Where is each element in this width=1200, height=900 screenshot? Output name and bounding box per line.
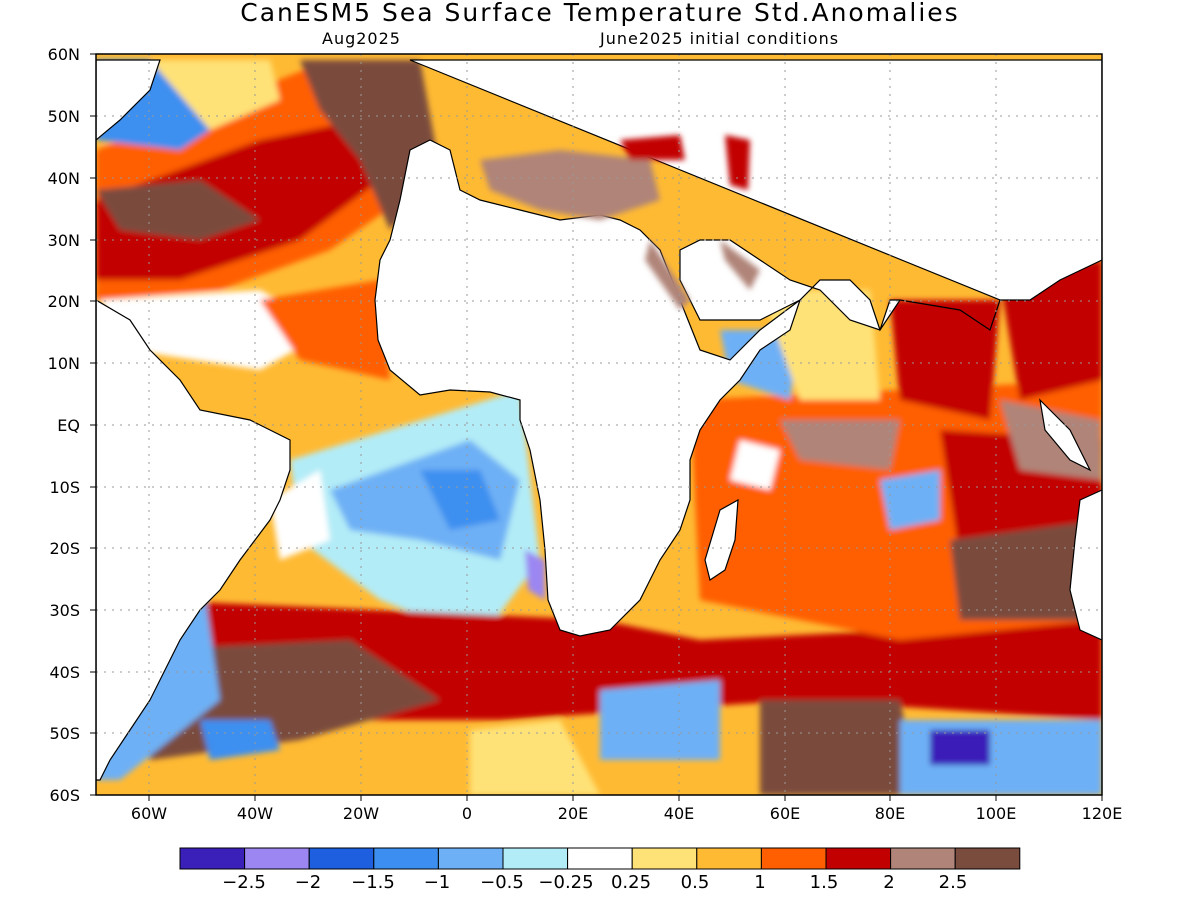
colorbar-swatch xyxy=(308,847,375,870)
lon-label: 0 xyxy=(461,804,473,823)
colorbar-swatch xyxy=(825,847,892,870)
lat-label: 40N xyxy=(47,169,80,188)
colorbar-label: 0.5 xyxy=(680,872,710,893)
lon-label: 40E xyxy=(663,804,695,823)
lon-label: 60W xyxy=(130,804,168,823)
mediterranean xyxy=(480,150,660,220)
black-sea xyxy=(620,135,685,160)
na-extreme-1 xyxy=(96,180,260,240)
io-strong xyxy=(780,420,900,470)
colorbar-swatch xyxy=(502,847,569,870)
colorbar-label: −0.5 xyxy=(480,872,524,893)
colorbar-swatch xyxy=(373,847,439,870)
colorbar-label: 2 xyxy=(883,872,895,893)
colorbar-swatch xyxy=(954,847,1021,870)
colorbar-label: −1 xyxy=(423,872,451,893)
africa-eurasia xyxy=(374,59,1102,637)
lat-label: 20S xyxy=(49,539,80,558)
lon-label: 80E xyxy=(874,804,906,823)
sw-cool xyxy=(200,720,280,760)
trop-warm xyxy=(260,280,390,380)
colorbar-swatch xyxy=(760,847,827,870)
na-hot xyxy=(96,120,380,280)
colorbar-swatch xyxy=(631,847,698,870)
axis-ticks xyxy=(90,53,1103,801)
lat-label: 40S xyxy=(49,663,80,682)
lon-label: 40W xyxy=(236,804,274,823)
lat-label: 10S xyxy=(49,478,80,497)
madagascar xyxy=(704,498,739,581)
colorbar-label: 2.5 xyxy=(938,872,968,893)
se-cold-core xyxy=(930,730,990,765)
lat-label: EQ xyxy=(57,416,80,435)
colorbar-label: 1 xyxy=(754,872,766,893)
somali-cool xyxy=(720,330,800,400)
labrador-mild xyxy=(150,60,280,130)
initial-conditions: June2025 initial conditions xyxy=(600,29,840,48)
so-mild xyxy=(470,720,600,795)
caspian-sea xyxy=(725,135,750,190)
lon-label: 100E xyxy=(975,804,1017,823)
bay-of-bengal xyxy=(890,300,1000,420)
lat-label: 60S xyxy=(49,786,80,805)
lat-label: 10N xyxy=(47,354,80,373)
io-white xyxy=(730,440,780,490)
lat-label: 60N xyxy=(47,45,80,64)
sa-white xyxy=(270,470,330,560)
colorbar-label: 1.5 xyxy=(809,872,839,893)
lat-label: 50N xyxy=(47,107,80,126)
lat-label: 20N xyxy=(47,292,80,311)
red-sea xyxy=(645,240,690,310)
south-america xyxy=(96,299,291,781)
benguela-cold xyxy=(525,550,545,600)
colorbar-swatch xyxy=(179,847,246,870)
lat-label: 30N xyxy=(47,231,80,250)
io-cool xyxy=(880,470,940,530)
lon-label: 20E xyxy=(557,804,589,823)
lat-label: 50S xyxy=(49,724,80,743)
lon-label: 60E xyxy=(769,804,801,823)
colorbar-swatch xyxy=(437,847,504,870)
anomaly-field xyxy=(96,54,1102,795)
australia xyxy=(1069,489,1102,641)
so-extreme-2 xyxy=(760,700,920,795)
sa-cooler xyxy=(420,470,500,530)
colorbar-label: −2 xyxy=(294,872,322,893)
persian-gulf xyxy=(720,240,760,290)
lon-label: 120E xyxy=(1081,804,1123,823)
lat-label: 30S xyxy=(49,601,80,620)
lon-label: 20W xyxy=(342,804,380,823)
colorbar-label: −1.5 xyxy=(351,872,395,893)
wa-extreme xyxy=(950,520,1102,620)
map-title: CanESM5 Sea Surface Temperature Std.Anom… xyxy=(240,0,960,27)
colorbar-swatch xyxy=(567,847,633,870)
north-america xyxy=(96,59,161,141)
colorbar-swatch xyxy=(244,847,310,870)
colorbar-label: 0.25 xyxy=(610,872,652,893)
colorbar-swatch xyxy=(696,847,762,870)
so-cool xyxy=(600,680,720,760)
colorbar-swatch xyxy=(890,847,956,870)
gridlines xyxy=(96,54,1102,795)
colorbar-label: −2.5 xyxy=(222,872,266,893)
colorbar xyxy=(179,847,1021,870)
forecast-month: Aug2025 xyxy=(322,29,401,48)
land xyxy=(96,59,1102,781)
colorbar-label: −0.25 xyxy=(538,872,594,893)
